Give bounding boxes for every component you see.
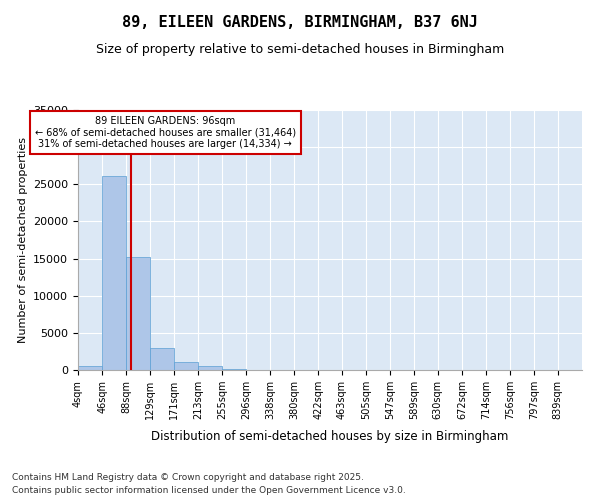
Bar bbox=[126, 257, 150, 370]
Text: Contains HM Land Registry data © Crown copyright and database right 2025.: Contains HM Land Registry data © Crown c… bbox=[12, 472, 364, 482]
Bar bbox=[150, 348, 174, 370]
Bar bbox=[198, 366, 222, 370]
Text: 89 EILEEN GARDENS: 96sqm
← 68% of semi-detached houses are smaller (31,464)
31% : 89 EILEEN GARDENS: 96sqm ← 68% of semi-d… bbox=[35, 116, 296, 149]
Text: Contains public sector information licensed under the Open Government Licence v3: Contains public sector information licen… bbox=[12, 486, 406, 495]
Text: 89, EILEEN GARDENS, BIRMINGHAM, B37 6NJ: 89, EILEEN GARDENS, BIRMINGHAM, B37 6NJ bbox=[122, 15, 478, 30]
Bar bbox=[78, 366, 102, 370]
X-axis label: Distribution of semi-detached houses by size in Birmingham: Distribution of semi-detached houses by … bbox=[151, 430, 509, 444]
Text: Size of property relative to semi-detached houses in Birmingham: Size of property relative to semi-detach… bbox=[96, 42, 504, 56]
Bar bbox=[174, 362, 198, 370]
Bar bbox=[102, 176, 126, 370]
Y-axis label: Number of semi-detached properties: Number of semi-detached properties bbox=[17, 137, 28, 343]
